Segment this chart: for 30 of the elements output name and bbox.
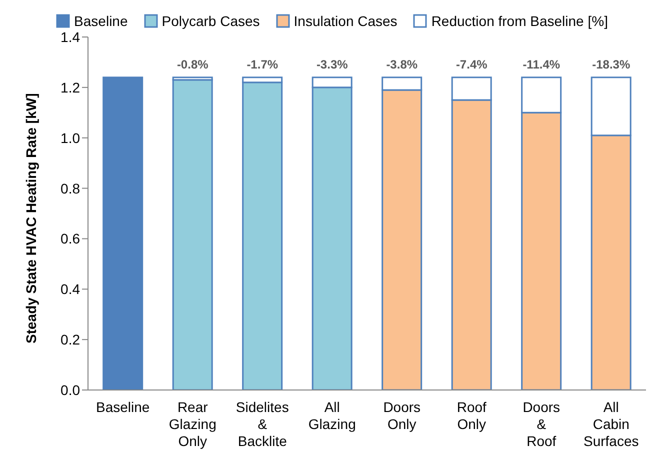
annotation: -1.7%: [246, 57, 278, 72]
y-tick-label: 1.2: [60, 79, 80, 96]
y-tick-label: 0.4: [60, 281, 80, 298]
y-tick-label: 1.4: [60, 28, 80, 45]
bar: [102, 76, 144, 390]
annotation: -11.4%: [522, 57, 560, 72]
annotation: -3.8%: [386, 57, 418, 72]
x-tick-label: Doors & Roof: [522, 399, 560, 449]
y-tick-label: 0.0: [60, 382, 80, 398]
y-tick-label: 0.6: [60, 230, 80, 247]
legend-label: Baseline: [73, 13, 128, 29]
annotation: -18.3%: [592, 57, 630, 72]
y-tick-label: 1.0: [60, 130, 80, 146]
y-axis-title: Steady State HVAC Heating Rate [kW]: [22, 93, 39, 344]
x-tick-label: Roof Only: [456, 399, 487, 432]
bar: [172, 79, 213, 390]
legend-label: Insulation Cases: [292, 13, 398, 29]
x-tick-label: Doors Only: [383, 399, 421, 432]
x-tick-label: Rear Glazing Only: [168, 399, 216, 449]
annotation: -3.3%: [316, 57, 348, 72]
x-tick-label: All Glazing: [308, 399, 356, 432]
x-tick-label: Baseline: [96, 399, 150, 415]
annotation: -7.4%: [456, 57, 488, 72]
legend-label: Reduction from Baseline [%]: [430, 13, 608, 29]
legend-label: Polycarb Cases: [160, 13, 260, 29]
y-tick-label: 0.2: [60, 332, 80, 348]
x-tick-label: All Cabin Surfaces: [584, 399, 639, 449]
annotation: -0.8%: [176, 57, 209, 72]
y-tick-label: 0.8: [60, 180, 80, 196]
x-tick-label: Sidelites & Backlite: [236, 399, 289, 449]
